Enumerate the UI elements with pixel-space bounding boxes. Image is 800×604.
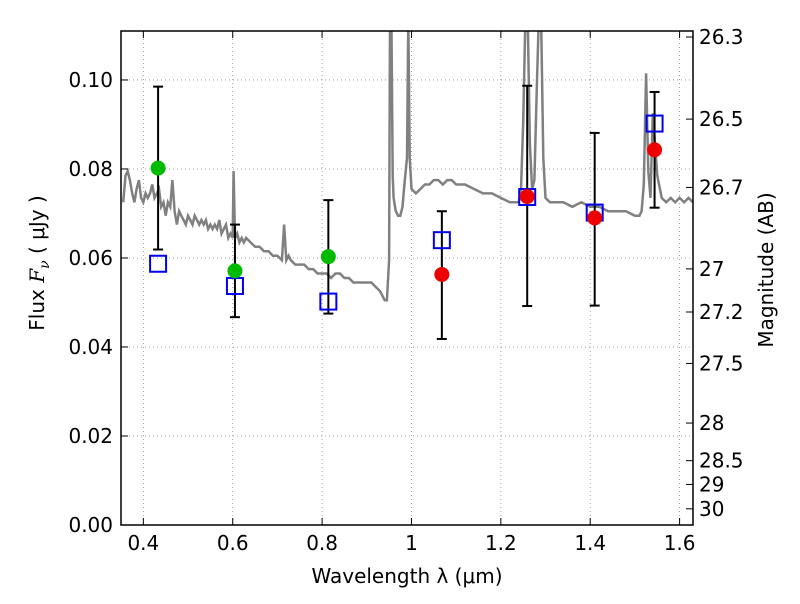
mag-tick-label: 26.7 [699,175,744,199]
y-tick-label: 0.10 [68,68,113,92]
red-point [434,266,450,282]
plot-area [121,31,693,302]
red-point [647,142,663,158]
x-tick-label: 1.2 [485,531,517,555]
green-point [320,249,336,265]
blue-square-point [149,254,168,273]
mag-tick-label: 30 [699,497,724,521]
blue-square-point [319,292,338,311]
mag-tick-label: 28 [699,411,724,435]
y-axis-right-title: Magnitude (AB) [754,192,778,347]
x-tick-label: 0.6 [217,531,249,555]
mag-tick-label: 29 [699,472,724,496]
x-tick-label: 1.4 [574,531,606,555]
y-tick-label: 0.00 [68,513,113,537]
blue-square-point [432,231,451,250]
mag-tick-label: 27.5 [699,351,744,375]
mag-tick-label: 26.3 [699,25,744,49]
blue-square-point [645,114,664,133]
x-tick-label: 0.8 [306,531,338,555]
y-tick-label: 0.08 [68,157,113,181]
blue-square-point [518,188,537,207]
y-tick-label: 0.06 [68,246,113,270]
mag-tick-label: 26.5 [699,107,744,131]
data-markers [149,84,664,340]
x-tick-label: 0.4 [127,531,159,555]
mag-tick-label: 28.5 [699,449,744,473]
plot-frame [120,30,694,526]
x-tick-label: 1 [405,531,418,555]
model-spectrum-line [121,31,693,302]
red-point [587,210,603,226]
axis-ticks: 0.4 0.6 0.8 1 1.2 1.4 1.6 0.00 0.02 0.04 0.06 0.08 0… [68,25,743,555]
red-point [519,189,535,205]
y-axis-title: Flux Fν ( μJy ) [25,195,53,330]
x-axis-title: Wavelength λ (μm) [311,564,502,588]
mag-tick-label: 27 [699,257,724,281]
y-tick-label: 0.02 [68,424,113,448]
mag-tick-label: 27.2 [699,300,744,324]
y-tick-label: 0.04 [68,335,113,359]
x-tick-label: 1.6 [664,531,696,555]
green-point [150,160,166,176]
green-point [227,263,243,279]
